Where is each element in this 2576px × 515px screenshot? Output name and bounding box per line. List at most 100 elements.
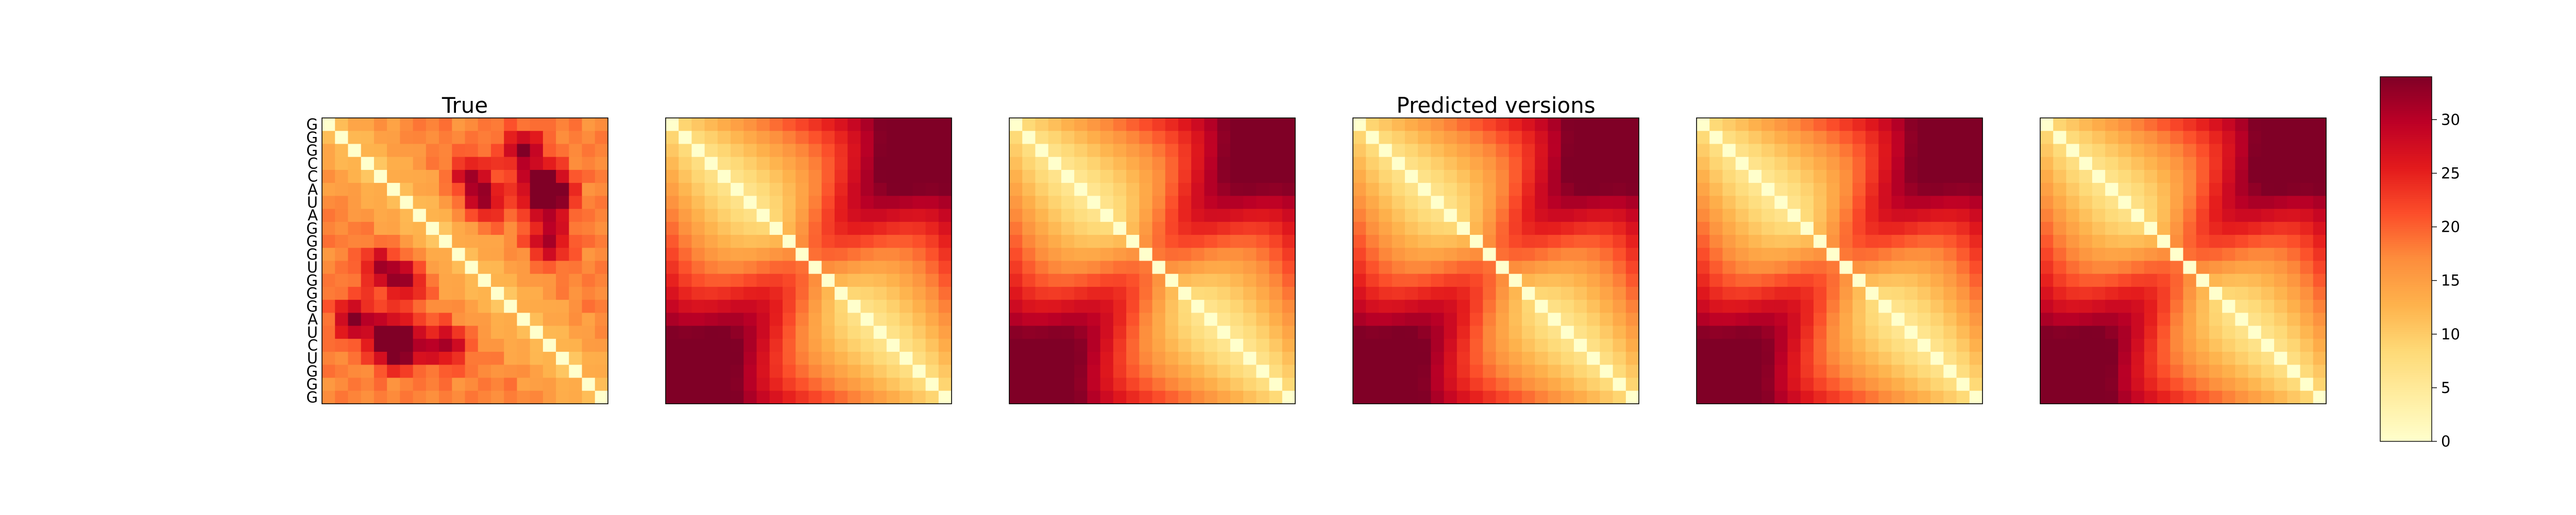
- heatmap-cell: [1814, 273, 1827, 287]
- heatmap-cell: [490, 313, 504, 327]
- heatmap-cell: [1600, 390, 1614, 404]
- heatmap-cell: [1392, 261, 1405, 274]
- heatmap-cell: [1379, 300, 1393, 314]
- heatmap-cell: [1139, 248, 1153, 262]
- heatmap-cell: [556, 235, 569, 248]
- heatmap-cell: [1800, 390, 1814, 404]
- heatmap-cell: [2287, 209, 2301, 222]
- heatmap-cell: [1282, 325, 1296, 339]
- heatmap-cell: [1191, 365, 1205, 379]
- heatmap-cell: [731, 365, 744, 379]
- heatmap-cell: [1917, 235, 1931, 248]
- heatmap-cell: [769, 261, 783, 274]
- heatmap-cell: [1178, 144, 1192, 158]
- heatmap-cell: [1035, 183, 1049, 196]
- heatmap-cell: [1613, 352, 1626, 365]
- heatmap-cell: [1444, 286, 1458, 300]
- heatmap-cell: [335, 273, 349, 287]
- heatmap-cell: [452, 390, 466, 404]
- sequence-label: G: [307, 363, 318, 380]
- heatmap-cell: [1022, 377, 1036, 391]
- heatmap-cell: [1366, 196, 1380, 210]
- heatmap-cell: [1204, 196, 1218, 210]
- heatmap-cell: [679, 338, 692, 352]
- heatmap-cell: [1470, 365, 1483, 379]
- heatmap-cell: [1943, 286, 1957, 300]
- heatmap-cell: [2222, 157, 2236, 170]
- heatmap-cell: [1061, 248, 1075, 262]
- heatmap-cell: [2105, 273, 2119, 287]
- heatmap-cell: [1152, 196, 1166, 210]
- heatmap-cell: [860, 352, 874, 365]
- heatmap-cell: [2287, 338, 2301, 352]
- heatmap-cell: [1748, 131, 1762, 145]
- heatmap-cell: [1113, 300, 1127, 314]
- heatmap-cell: [1891, 131, 1905, 145]
- heatmap-cell: [1139, 273, 1153, 287]
- heatmap-cell: [1379, 169, 1393, 183]
- heatmap-cell: [1969, 325, 1983, 339]
- heatmap-cell: [1126, 286, 1140, 300]
- heatmap-cell: [925, 261, 939, 274]
- colorbar-segment: [2380, 334, 2432, 337]
- heatmap-cell: [2222, 261, 2236, 274]
- heatmap-cell: [1904, 235, 1918, 248]
- heatmap-cell: [490, 221, 504, 235]
- heatmap-cell: [1191, 248, 1205, 262]
- heatmap-cell: [530, 273, 544, 287]
- heatmap-cell: [2092, 313, 2106, 327]
- heatmap-cell: [900, 183, 913, 196]
- heatmap-cell: [322, 131, 335, 145]
- heatmap-panel-1: [321, 117, 608, 404]
- heatmap-cell: [704, 157, 718, 170]
- heatmap-cell: [2313, 286, 2327, 300]
- heatmap-cell: [938, 235, 952, 248]
- heatmap-cell: [2092, 261, 2106, 274]
- heatmap-cell: [2300, 300, 2314, 314]
- heatmap-cell: [1787, 313, 1801, 327]
- heatmap-cell: [691, 313, 705, 327]
- colorbar-segment: [2380, 197, 2432, 199]
- heatmap-cell: [704, 261, 718, 274]
- heatmap-cell: [795, 325, 809, 339]
- heatmap-cell: [2261, 131, 2275, 145]
- heatmap-cell: [2170, 365, 2184, 379]
- heatmap-cell: [1930, 221, 1944, 235]
- heatmap-cell: [1418, 377, 1431, 391]
- heatmap-cell: [848, 248, 861, 262]
- heatmap-cell: [1431, 313, 1445, 327]
- heatmap-cell: [1496, 338, 1510, 352]
- heatmap-cell: [860, 196, 874, 210]
- heatmap-cell: [556, 365, 569, 379]
- heatmap-cell: [2313, 325, 2327, 339]
- heatmap-cell: [2040, 261, 2054, 274]
- heatmap-cell: [1561, 209, 1574, 222]
- heatmap-cell: [1748, 118, 1762, 131]
- heatmap-cell: [1009, 157, 1023, 170]
- heatmap-cell: [1087, 209, 1101, 222]
- heatmap-cell: [795, 157, 809, 170]
- heatmap-cell: [1496, 235, 1510, 248]
- heatmap-cell: [743, 248, 757, 262]
- heatmap-cell: [1625, 118, 1639, 131]
- colorbar-segment: [2380, 431, 2432, 433]
- heatmap-cell: [808, 365, 822, 379]
- heatmap-cell: [1243, 390, 1257, 404]
- heatmap-cell: [361, 300, 375, 314]
- heatmap-cell: [1022, 169, 1036, 183]
- heatmap-cell: [1722, 144, 1736, 158]
- colorbar-segment: [2380, 79, 2432, 81]
- heatmap-cell: [679, 300, 692, 314]
- colorbar-segment: [2380, 203, 2432, 206]
- heatmap-cell: [1826, 169, 1840, 183]
- colorbar-segment: [2380, 107, 2432, 110]
- heatmap-cell: [569, 131, 583, 145]
- heatmap-cell: [1061, 183, 1075, 196]
- heatmap-cell: [1521, 313, 1535, 327]
- heatmap-cell: [1204, 118, 1218, 131]
- heatmap-cell: [1625, 365, 1639, 379]
- heatmap-cell: [1404, 221, 1418, 235]
- heatmap-cell: [426, 131, 439, 145]
